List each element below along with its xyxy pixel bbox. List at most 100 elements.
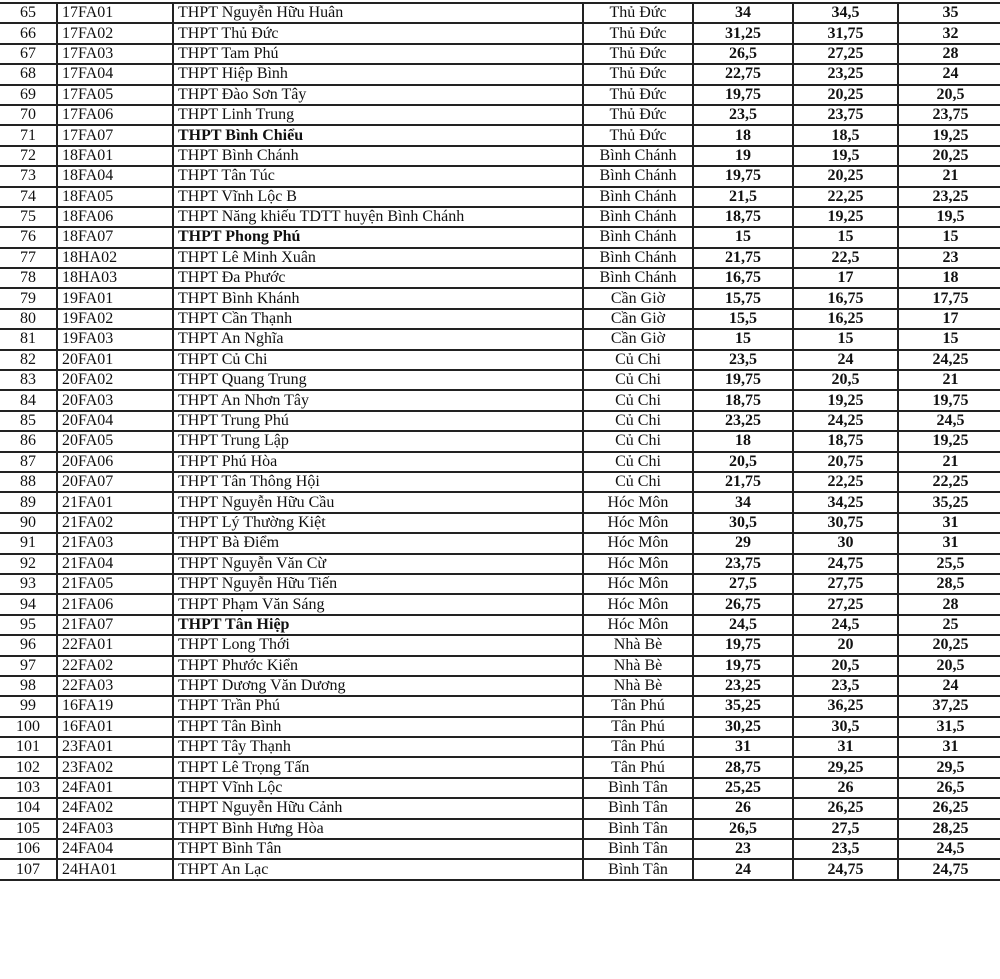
score-3: 37,25 (897, 695, 1000, 718)
score-1: 18 (692, 430, 794, 453)
school-code: 24FA03 (56, 817, 174, 841)
score-table: 65 17FA01 THPT Nguyễn Hữu Huân Thủ Đức 34 34,… (0, 1, 1000, 881)
table-row: 70 17FA06 THPT Linh Trung Thủ Đức 23,5 23,75 2… (0, 103, 1000, 127)
score-1: 31,25 (692, 22, 794, 45)
table-row: 74 18FA05 THPT Vĩnh Lộc B Bình Chánh 21,5 22,… (0, 185, 1000, 208)
score-3: 23,75 (897, 103, 1000, 127)
school-name: THPT Năng khiếu TDTT huyện Bình Chánh (172, 205, 584, 229)
row-number: 78 (0, 267, 58, 290)
score-1: 15,5 (692, 307, 794, 331)
score-3: 24,5 (897, 409, 1000, 433)
score-3: 20,5 (897, 83, 1000, 106)
score-2: 29,25 (792, 756, 899, 779)
table-row: 104 24FA02 THPT Nguyễn Hữu Cảnh Bình Tân 26 2… (0, 797, 1000, 820)
score-1: 23,25 (692, 674, 794, 698)
score-2: 22,25 (792, 470, 899, 494)
score-2: 24 (792, 348, 899, 372)
score-1: 15 (692, 328, 794, 351)
school-code: 22FA03 (56, 674, 174, 698)
district: Nhà Bè (582, 674, 694, 698)
score-2: 20,25 (792, 83, 899, 106)
school-name: THPT Nguyễn Hữu Cầu (172, 491, 584, 514)
score-1: 30,25 (692, 715, 794, 739)
school-code: 17FA03 (56, 42, 174, 66)
score-1: 26,5 (692, 817, 794, 841)
school-name: THPT Linh Trung (172, 103, 584, 127)
school-name: THPT Lý Thường Kiệt (172, 511, 584, 535)
district: Thủ Đức (582, 42, 694, 66)
school-name: THPT Nguyễn Hữu Huân (172, 1, 584, 25)
score-1: 23,5 (692, 348, 794, 372)
school-name: THPT Phong Phú (172, 226, 584, 249)
score-3: 35,25 (897, 491, 1000, 514)
table-body: 65 17FA01 THPT Nguyễn Hữu Huân Thủ Đức 34 34,… (0, 1, 1000, 881)
district: Cần Giờ (582, 307, 694, 331)
score-3: 21 (897, 450, 1000, 474)
table-row: 98 22FA03 THPT Dương Văn Dương Nhà Bè 23,25 2… (0, 674, 1000, 698)
row-number: 98 (0, 674, 58, 698)
score-2: 20 (792, 634, 899, 657)
district: Bình Chánh (582, 267, 694, 290)
table-row: 67 17FA03 THPT Tam Phú Thủ Đức 26,5 27,25 28 (0, 42, 1000, 66)
row-number: 105 (0, 817, 58, 841)
district: Tân Phú (582, 756, 694, 779)
school-code: 19FA01 (56, 287, 174, 310)
school-code: 21FA07 (56, 613, 174, 637)
row-number: 87 (0, 450, 58, 474)
table-row: 88 20FA07 THPT Tân Thông Hội Củ Chi 21,75 22,… (0, 470, 1000, 494)
school-name: THPT Bình Tân (172, 837, 584, 861)
district: Bình Chánh (582, 205, 694, 229)
score-3: 19,75 (897, 389, 1000, 412)
row-number: 72 (0, 144, 58, 168)
school-code: 20FA01 (56, 348, 174, 372)
score-1: 21,75 (692, 470, 794, 494)
school-name: THPT Phú Hòa (172, 450, 584, 474)
score-2: 23,25 (792, 63, 899, 86)
district: Tân Phú (582, 715, 694, 739)
score-1: 16,75 (692, 267, 794, 290)
row-number: 73 (0, 165, 58, 188)
score-1: 26 (692, 797, 794, 820)
row-number: 107 (0, 858, 58, 881)
score-3: 28 (897, 42, 1000, 66)
table-row: 77 18HA02 THPT Lê Minh Xuân Bình Chánh 21,75… (0, 246, 1000, 270)
row-number: 81 (0, 328, 58, 351)
score-3: 31,5 (897, 715, 1000, 739)
score-1: 15,75 (692, 287, 794, 310)
district: Tân Phú (582, 695, 694, 718)
score-2: 17 (792, 267, 899, 290)
score-2: 31 (792, 736, 899, 759)
table-row: 82 20FA01 THPT Củ Chi Củ Chi 23,5 24 24,25 (0, 348, 1000, 372)
row-number: 104 (0, 797, 58, 820)
district: Bình Tân (582, 797, 694, 820)
score-1: 18 (692, 124, 794, 147)
school-code: 17FA02 (56, 22, 174, 45)
district: Nhà Bè (582, 634, 694, 657)
score-3: 31 (897, 511, 1000, 535)
table-row: 95 21FA07 THPT Tân Hiệp Hóc Môn 24,5 24,5 25 (0, 613, 1000, 637)
row-number: 88 (0, 470, 58, 494)
table-row: 73 18FA04 THPT Tân Túc Bình Chánh 19,75 20,25… (0, 165, 1000, 188)
table-row: 72 18FA01 THPT Bình Chánh Bình Chánh 19 19,5 2… (0, 144, 1000, 168)
row-number: 68 (0, 63, 58, 86)
score-2: 24,75 (792, 552, 899, 575)
score-1: 30,5 (692, 511, 794, 535)
table-row: 92 21FA04 THPT Nguyễn Văn Cừ Hóc Môn 23,75 24… (0, 552, 1000, 575)
score-1: 15 (692, 226, 794, 249)
score-3: 29,5 (897, 756, 1000, 779)
school-name: THPT Nguyễn Hữu Cảnh (172, 797, 584, 820)
row-number: 85 (0, 409, 58, 433)
row-number: 65 (0, 1, 58, 25)
row-number: 97 (0, 654, 58, 677)
table-row: 85 20FA04 THPT Trung Phú Củ Chi 23,25 24,25 24… (0, 409, 1000, 433)
school-code: 18FA01 (56, 144, 174, 168)
score-3: 31 (897, 532, 1000, 555)
school-code: 21FA03 (56, 532, 174, 555)
score-1: 24 (692, 858, 794, 881)
score-3: 28,25 (897, 817, 1000, 841)
school-name: THPT Thủ Đức (172, 22, 584, 45)
school-name: THPT An Nhơn Tây (172, 389, 584, 412)
school-code: 24FA04 (56, 837, 174, 861)
table-row: 93 21FA05 THPT Nguyễn Hữu Tiến Hóc Môn 27,5 2… (0, 572, 1000, 596)
score-2: 36,25 (792, 695, 899, 718)
